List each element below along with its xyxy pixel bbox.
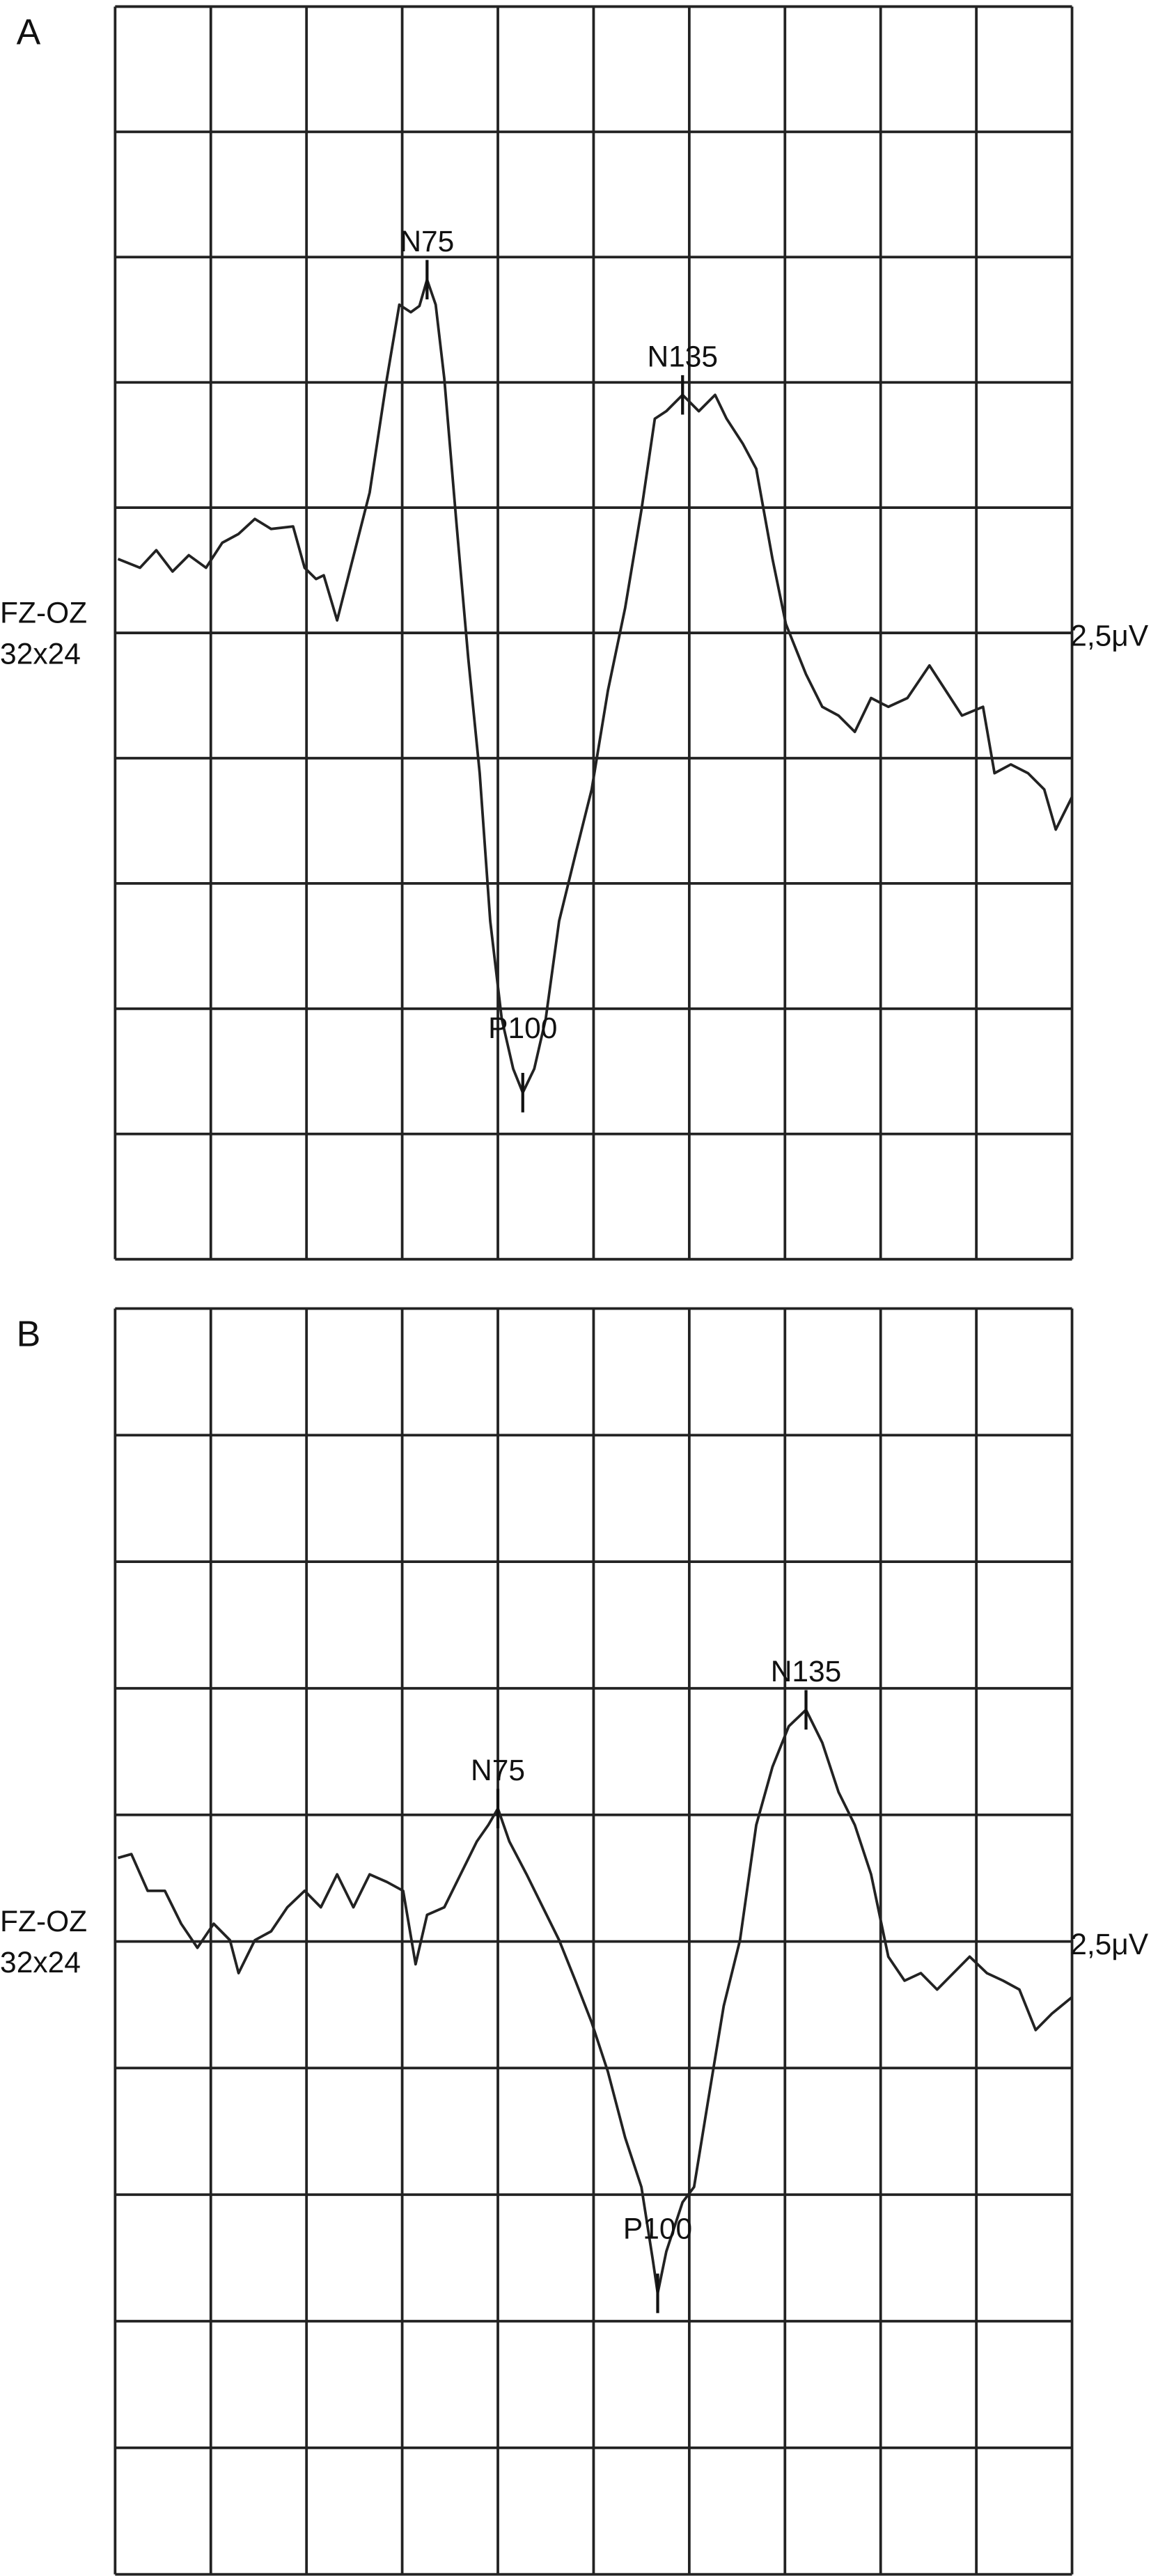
montage-label: 32x24 xyxy=(0,638,81,670)
channel-label: FZ-OZ xyxy=(0,597,87,629)
scale-label: 2,5μV xyxy=(1070,1929,1149,1961)
peak-label: N135 xyxy=(647,340,718,373)
panel-label: A xyxy=(17,12,41,52)
peak-label: N75 xyxy=(400,226,454,258)
peak-label: N135 xyxy=(771,1656,842,1688)
peak-label: P100 xyxy=(488,1012,557,1045)
peak-label: N75 xyxy=(471,1754,525,1787)
channel-label: FZ-OZ xyxy=(0,1906,87,1938)
montage-label: 32x24 xyxy=(0,1947,81,1979)
trace xyxy=(117,278,1074,1094)
scale-label: 2,5μV xyxy=(1070,620,1149,652)
trace xyxy=(117,1708,1073,2295)
peak-label: P100 xyxy=(623,2213,692,2246)
panel-label: B xyxy=(17,1314,41,1354)
